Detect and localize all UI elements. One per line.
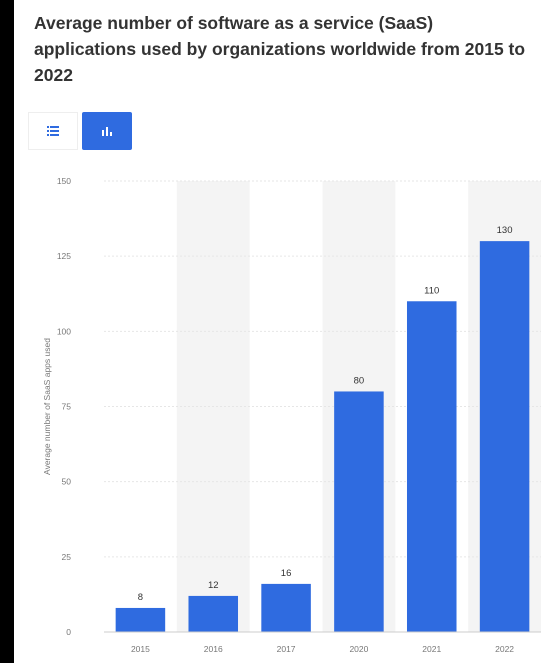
data-label: 130 bbox=[497, 225, 513, 236]
x-tick-label: 2015 bbox=[131, 644, 150, 654]
x-tick-label: 2017 bbox=[277, 644, 296, 654]
chart-view-button[interactable] bbox=[82, 112, 132, 150]
chart-title: Average number of software as a service … bbox=[34, 13, 526, 85]
chart-card: Average number of software as a service … bbox=[14, 0, 541, 663]
bar-chart-icon bbox=[102, 127, 112, 136]
y-tick-label: 25 bbox=[62, 552, 72, 562]
bar bbox=[406, 301, 457, 632]
y-tick-label: 150 bbox=[57, 176, 71, 186]
x-tick-label: 2021 bbox=[422, 644, 441, 654]
y-tick-label: 50 bbox=[62, 477, 72, 487]
y-tick-label: 0 bbox=[66, 627, 71, 637]
y-tick-label: 100 bbox=[57, 326, 71, 336]
bar-chart: 0 25 50 75 100 125 150 Average number of SaaS a… bbox=[42, 176, 541, 654]
x-tick-label: 2020 bbox=[349, 644, 368, 654]
bar bbox=[334, 391, 384, 632]
data-label: 110 bbox=[424, 285, 439, 296]
bar bbox=[261, 583, 311, 632]
data-label: 80 bbox=[354, 375, 365, 386]
data-label: 8 bbox=[138, 592, 143, 603]
y-tick-label: 125 bbox=[57, 251, 71, 261]
y-tick-label: 75 bbox=[62, 402, 72, 412]
bar bbox=[479, 241, 530, 632]
bar bbox=[188, 595, 239, 632]
list-icon bbox=[47, 126, 59, 136]
data-label: 16 bbox=[281, 568, 292, 579]
x-tick-label: 2016 bbox=[204, 644, 223, 654]
data-label: 12 bbox=[208, 580, 219, 591]
bar bbox=[115, 607, 166, 632]
x-tick-label: 2022 bbox=[495, 644, 514, 654]
table-view-button[interactable] bbox=[28, 112, 78, 150]
y-axis-title: Average number of SaaS apps used bbox=[42, 338, 52, 475]
